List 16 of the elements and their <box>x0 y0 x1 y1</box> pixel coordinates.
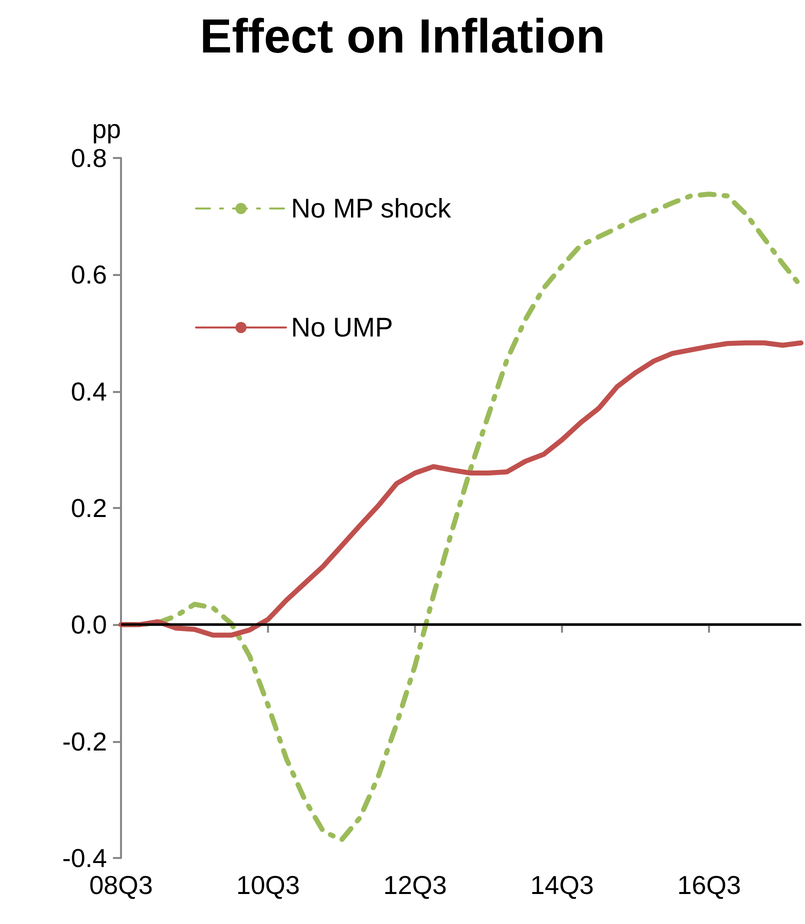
y-tick-label: 0.6 <box>70 260 107 290</box>
legend-label: No UMP <box>291 312 394 342</box>
x-tick-label: 10Q3 <box>236 870 300 900</box>
legend-label: No MP shock <box>291 194 452 224</box>
y-tick-label: 0.2 <box>70 493 107 523</box>
y-tick-label: -0.2 <box>62 726 107 756</box>
y-tick-label: 0.8 <box>70 143 107 173</box>
y-tick-label: 0.0 <box>70 610 107 640</box>
x-tick-label: 16Q3 <box>677 870 741 900</box>
x-tick-label: 12Q3 <box>383 870 447 900</box>
y-axis-title: pp <box>92 114 121 144</box>
chart-title: Effect on Inflation <box>200 10 606 64</box>
x-tick-label: 14Q3 <box>530 870 594 900</box>
x-tick-label: 08Q3 <box>89 870 153 900</box>
y-tick-label: 0.4 <box>70 376 107 406</box>
y-tick-label: -0.4 <box>62 843 107 873</box>
